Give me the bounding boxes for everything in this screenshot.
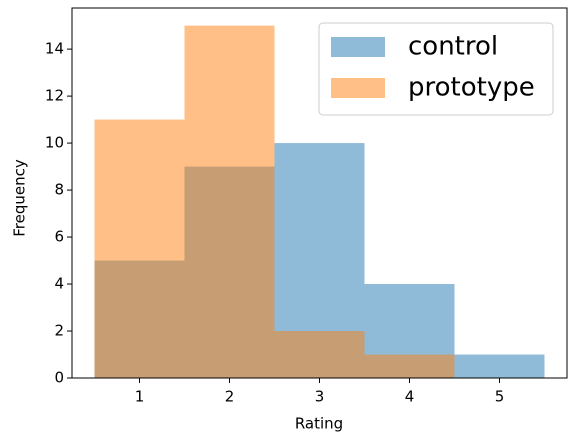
y-tick-label: 2 bbox=[54, 322, 64, 340]
bar bbox=[454, 354, 545, 378]
bar bbox=[184, 25, 275, 378]
y-tick-label: 4 bbox=[54, 275, 64, 293]
x-tick-label: 5 bbox=[495, 388, 505, 406]
x-tick-label: 4 bbox=[405, 388, 415, 406]
legend: control prototype bbox=[318, 22, 554, 116]
bar bbox=[364, 354, 455, 378]
y-tick-label: 12 bbox=[45, 87, 64, 105]
bar bbox=[94, 119, 185, 378]
x-tick-label: 1 bbox=[135, 388, 145, 406]
y-tick-label: 6 bbox=[54, 228, 64, 246]
legend-swatch bbox=[331, 37, 385, 57]
legend-swatch bbox=[331, 78, 385, 98]
y-tick-label: 8 bbox=[54, 181, 64, 199]
bar bbox=[274, 331, 365, 378]
legend-label: prototype bbox=[408, 73, 535, 103]
y-tick-label: 10 bbox=[45, 134, 64, 152]
y-tick-label: 0 bbox=[54, 369, 64, 387]
y-tick-label: 14 bbox=[45, 40, 64, 58]
x-tick-label: 3 bbox=[315, 388, 325, 406]
x-axis-label: Rating bbox=[295, 415, 343, 433]
x-tick-label: 2 bbox=[225, 388, 235, 406]
y-axis-label: Frequency bbox=[11, 159, 29, 237]
legend-label: control bbox=[408, 32, 498, 62]
